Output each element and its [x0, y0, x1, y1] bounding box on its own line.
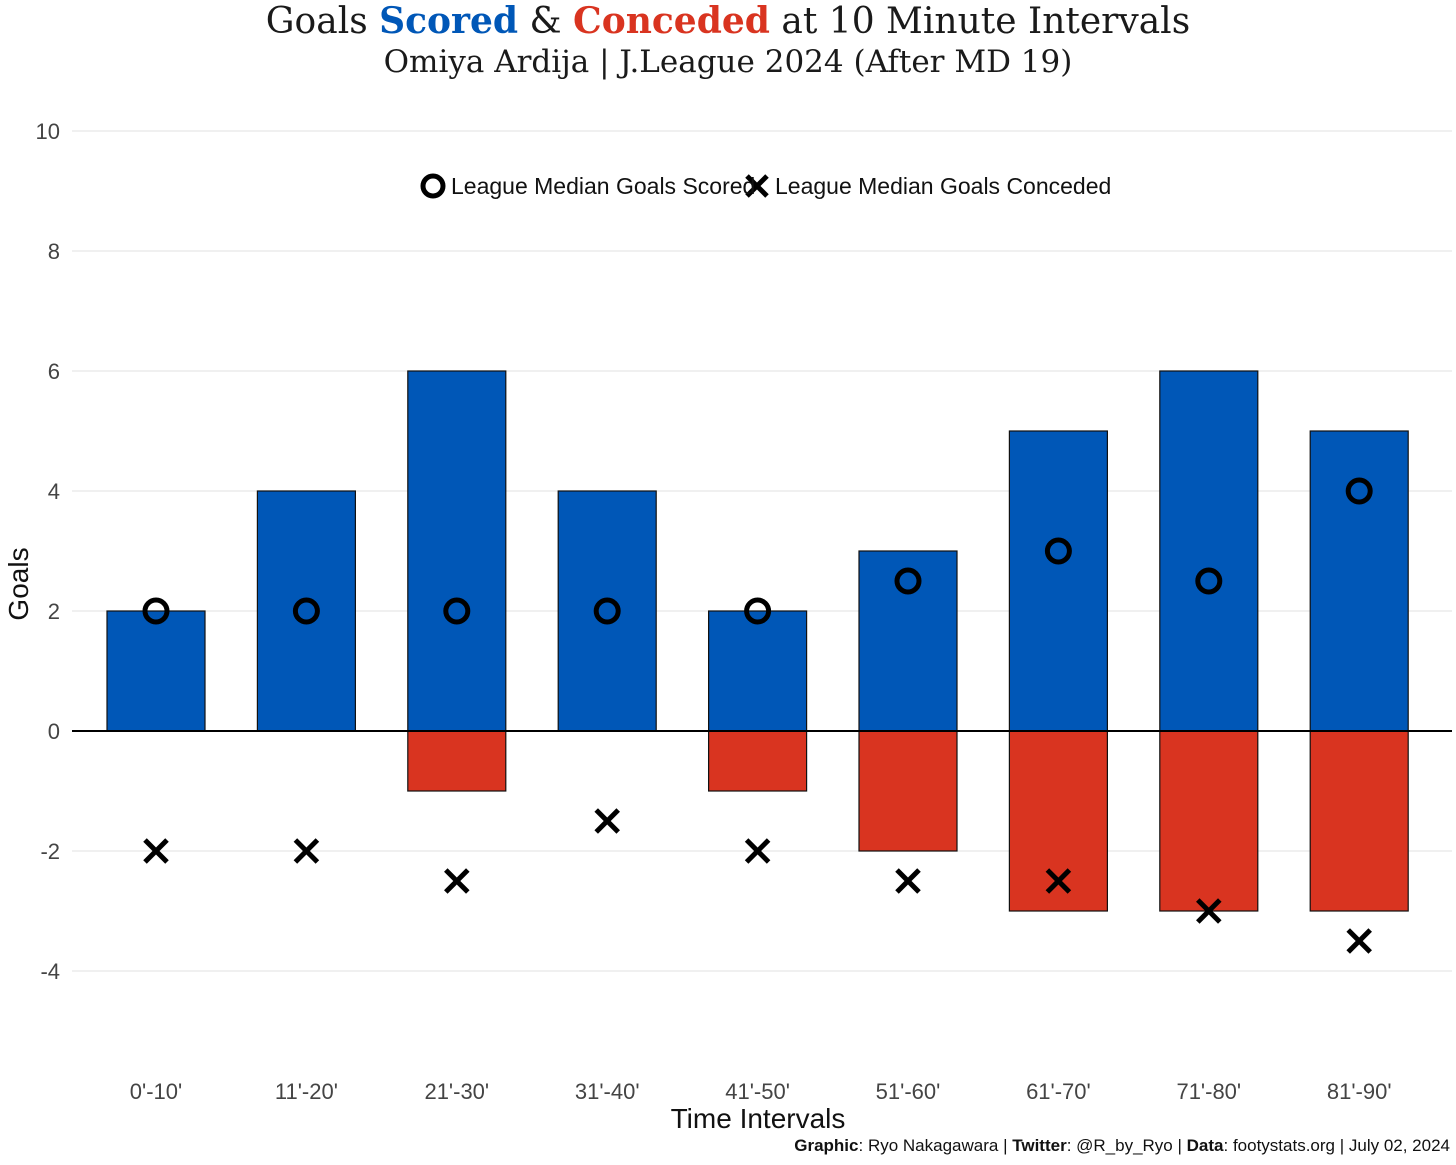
scored-bar — [407, 370, 507, 732]
legend-scored-label: League Median Goals Scored — [451, 173, 755, 199]
median-scored-marker — [292, 597, 320, 625]
y-tick-label: 0 — [48, 719, 60, 744]
median-scored-marker — [1195, 567, 1223, 595]
median-scored-marker — [1345, 477, 1373, 505]
x-tick-label: 51'-60' — [876, 1079, 941, 1104]
title-conceded-word: Conceded — [573, 0, 770, 42]
chart-caption: Graphic: Ryo Nakagawara | Twitter: @R_by… — [794, 1136, 1450, 1155]
y-tick-label: 4 — [48, 479, 60, 504]
legend-cross-icon — [745, 174, 769, 198]
chart-subtitle: Omiya Ardija | J.League 2024 (After MD 1… — [383, 44, 1073, 80]
x-tick-label: 0'-10' — [130, 1079, 182, 1104]
x-tick-label: 31'-40' — [575, 1079, 640, 1104]
x-tick-label: 11'-20' — [275, 1079, 338, 1104]
x-tick-label: 21'-30' — [424, 1079, 489, 1104]
median-scored-marker — [142, 597, 170, 625]
scored-bar — [858, 550, 958, 732]
median-conceded-marker — [293, 838, 320, 864]
median-conceded-marker — [143, 838, 169, 864]
median-scored-marker — [1044, 537, 1072, 565]
median-conceded-marker — [444, 868, 470, 894]
median-conceded-marker — [895, 868, 921, 894]
chart-title: Goals Scored & Conceded at 10 Minute Int… — [265, 0, 1191, 42]
median-scored-marker — [443, 597, 471, 625]
x-tick-label: 41'-50' — [725, 1079, 790, 1104]
median-conceded-marker — [1045, 868, 1072, 894]
y-tick-label: 10 — [36, 119, 60, 144]
conceded-bar — [858, 730, 958, 852]
y-axis-title: Goals — [3, 547, 34, 620]
median-conceded-marker — [1196, 898, 1222, 924]
median-conceded-marker — [1346, 928, 1372, 954]
legend-conceded-label: League Median Goals Conceded — [775, 173, 1111, 199]
x-tick-label: 81'-90' — [1327, 1079, 1392, 1104]
scored-bar — [557, 490, 657, 732]
x-axis-title: Time Intervals — [671, 1103, 846, 1134]
x-tick-label: 61'-70' — [1026, 1079, 1091, 1104]
title-scored-word: Scored — [379, 0, 519, 42]
conceded-bar — [707, 730, 808, 792]
conceded-bar — [1159, 730, 1259, 912]
scored-bar — [256, 490, 356, 732]
scored-bar — [1159, 370, 1259, 732]
y-tick-label: 8 — [48, 239, 60, 264]
y-tick-label: 2 — [48, 599, 60, 624]
scored-bar — [1309, 430, 1409, 732]
y-tick-label: 6 — [48, 359, 60, 384]
scored-bar — [1008, 430, 1109, 732]
y-tick-label: -2 — [40, 839, 60, 864]
conceded-bar — [1309, 730, 1409, 912]
median-conceded-marker — [594, 808, 620, 834]
median-scored-marker — [894, 567, 922, 595]
scored-bar — [106, 610, 206, 732]
x-tick-label: 71'-80' — [1176, 1079, 1241, 1104]
scored-bar — [707, 610, 808, 732]
legend-circle-icon — [420, 173, 446, 199]
conceded-bar — [407, 730, 507, 792]
y-tick-label: -4 — [40, 959, 60, 984]
median-conceded-marker — [744, 838, 771, 864]
median-scored-marker — [744, 597, 772, 625]
median-scored-marker — [593, 597, 621, 625]
